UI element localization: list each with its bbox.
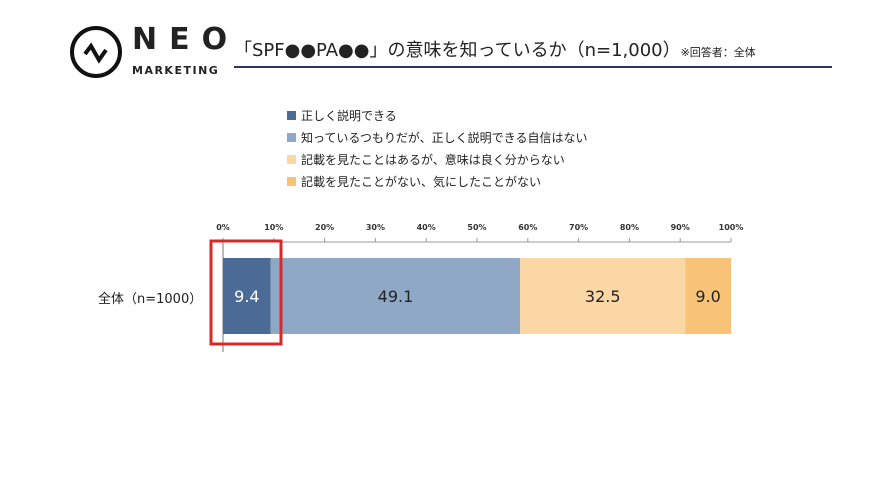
legend-item: 記載を見たことがない、気にしたことがない [287,170,587,192]
x-tick-label: 60% [518,223,537,232]
x-tick-label: 40% [417,223,436,232]
legend-swatch [287,154,296,164]
legend-swatch [287,176,296,186]
legend-label: 記載を見たことはあるが、意味は良く分からない [301,152,565,167]
legend-item: 正しく説明できる [287,104,587,126]
legend-label: 記載を見たことがない、気にしたことがない [301,174,542,189]
category-label: 全体（n=1000） [98,292,203,307]
neo-marketing-logo: NEO MARKETING [70,22,227,86]
bar-segment [520,258,686,334]
bar-segment [270,258,521,334]
logo-name: NEO [132,22,240,57]
x-tick-label: 90% [671,223,690,232]
data-label: 9.0 [695,287,720,306]
x-tick-label: 10% [264,223,283,232]
data-label: 49.1 [378,287,414,306]
legend-swatch [287,132,296,142]
x-tick-label: 100% [719,223,744,232]
legend-item: 知っているつもりだが、正しく説明できる自信はない [287,126,587,148]
legend-label: 正しく説明できる [301,108,397,123]
x-tick-label: 30% [366,223,385,232]
logo-circle-icon [70,26,122,78]
x-tick-label: 50% [467,223,486,232]
x-tick-label: 0% [216,223,230,232]
legend: 正しく説明できる知っているつもりだが、正しく説明できる自信はない 記載を見たことは… [287,104,587,192]
data-label: 9.4 [234,287,259,306]
legend-item: 記載を見たことはあるが、意味は良く分からない [287,148,587,170]
data-label: 32.5 [585,287,621,306]
legend-label: 知っているつもりだが、正しく説明できる自信はない [301,130,588,145]
highlight-box [209,239,283,346]
bar-segment [685,258,731,334]
logo-sub: MARKETING [132,64,220,77]
title-rule [234,66,832,68]
x-tick-label: 80% [620,223,639,232]
x-tick-label: 20% [315,223,334,232]
legend-swatch [287,110,296,120]
bar-segment [223,258,271,334]
x-tick-label: 70% [569,223,588,232]
page-title: 「SPF●●PA●●」の意味を知っているか（n=1,000）※回答者：全体 [234,40,756,61]
respondent-note: ※回答者：全体 [680,46,756,59]
